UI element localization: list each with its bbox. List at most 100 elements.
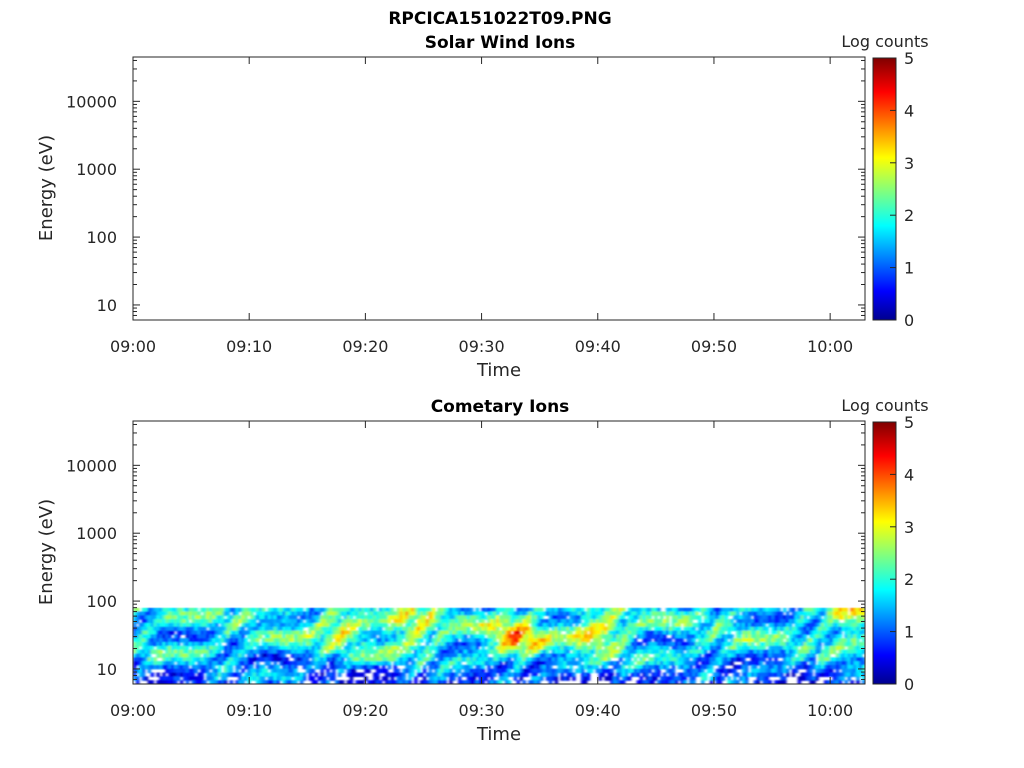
spectrogram-cell	[607, 672, 611, 677]
spectrogram-cell	[616, 630, 620, 635]
spectrogram-cell	[229, 657, 234, 662]
spectrogram-cell	[595, 619, 600, 624]
spectrogram-cell	[835, 607, 840, 613]
spectrogram-cell	[727, 642, 731, 647]
spectrogram-cell	[504, 622, 509, 628]
spectrogram-cell	[258, 664, 263, 670]
spectrogram-cell	[753, 653, 758, 658]
spectrogram-cell	[440, 607, 444, 613]
spectrogram-cell	[692, 626, 696, 632]
spectrogram-cell	[774, 615, 778, 620]
spectrogram-cell	[378, 634, 383, 639]
spectrogram-cell	[402, 642, 406, 647]
spectrogram-cell	[282, 634, 286, 639]
spectrogram-cell	[683, 645, 687, 651]
spectrogram-cell	[560, 642, 565, 647]
spectrogram-cell	[376, 645, 380, 651]
spectrogram-cell	[633, 657, 638, 662]
spectrogram-cell	[188, 672, 193, 677]
spectrogram-cell	[443, 619, 447, 624]
spectrogram-cell	[296, 619, 301, 624]
spectrogram-cell	[683, 657, 687, 662]
spectrogram-cell	[639, 657, 644, 662]
spectrogram-cell	[279, 626, 283, 632]
spectrogram-cell	[709, 653, 714, 658]
spectrogram-cell	[665, 622, 670, 628]
spectrogram-cell	[862, 664, 865, 670]
spectrogram-cell	[739, 619, 743, 624]
spectrogram-cell	[229, 615, 234, 620]
spectrogram-cell	[390, 634, 395, 639]
spectrogram-cell	[753, 664, 758, 670]
spectrogram-cell	[346, 680, 351, 684]
spectrogram-cell	[176, 653, 181, 658]
spectrogram-cell	[188, 653, 193, 658]
spectrogram-cell	[525, 653, 529, 658]
spectrogram-cell	[212, 634, 216, 639]
spectrogram-cell	[824, 615, 828, 620]
spectrogram-cell	[434, 630, 439, 635]
spectrogram-cell	[299, 672, 304, 677]
spectrogram-cell	[156, 634, 160, 639]
spectrogram-cell	[589, 630, 594, 635]
spectrogram-cell	[384, 680, 389, 684]
spectrogram-cell	[384, 630, 389, 635]
spectrogram-cell	[235, 664, 240, 670]
spectrogram-cell	[706, 619, 711, 624]
spectrogram-cell	[235, 642, 240, 647]
spectrogram-cell	[519, 657, 524, 662]
spectrogram-cell	[176, 630, 181, 635]
spectrogram-cell	[361, 622, 365, 628]
spectrogram-cell	[853, 634, 857, 639]
spectrogram-cell	[425, 619, 430, 624]
spectrogram-cell	[156, 680, 160, 684]
spectrogram-cell	[261, 668, 266, 674]
spectrogram-cell	[370, 630, 374, 635]
spectrogram-cell	[683, 622, 687, 628]
spectrogram-cell	[209, 626, 213, 632]
spectrogram-cell	[349, 615, 354, 620]
spectrogram-cell	[665, 668, 670, 674]
spectrogram-cell	[261, 607, 266, 613]
spectrogram-cell	[329, 661, 333, 666]
spectrogram-cell	[598, 642, 603, 647]
spectrogram-cell	[803, 607, 808, 613]
spectrogram-cell	[539, 645, 544, 651]
spectrogram-cell	[279, 668, 283, 674]
spectrogram-cell	[750, 668, 755, 674]
spectrogram-cell	[595, 668, 600, 674]
spectrogram-cell	[352, 642, 357, 647]
spectrogram-cell	[642, 664, 646, 670]
spectrogram-cell	[724, 622, 728, 628]
spectrogram-cell	[440, 645, 444, 651]
spectrogram-cell	[812, 638, 816, 643]
spectrogram-cell	[302, 676, 307, 681]
spectrogram-cell	[206, 615, 210, 620]
spectrogram-cell	[387, 653, 392, 658]
spectrogram-cell	[633, 615, 638, 620]
spectrogram-cell	[475, 615, 480, 620]
spectrogram-cell	[613, 634, 617, 639]
spectrogram-cell	[829, 619, 834, 624]
spectrogram-cell	[399, 611, 403, 616]
spectrogram-cell	[414, 653, 418, 658]
spectrogram-cell	[484, 661, 488, 666]
spectrogram-cell	[780, 645, 784, 651]
spectrogram-cell	[548, 653, 553, 658]
spectrogram-cell	[200, 661, 204, 666]
spectrogram-cell	[686, 619, 690, 624]
spectrogram-cell	[709, 607, 714, 613]
spectrogram-cell	[411, 645, 415, 651]
spectrogram-cell	[411, 615, 415, 620]
spectrogram-cell	[800, 638, 805, 643]
spectrogram-cell	[165, 668, 169, 674]
spectrogram-cell	[373, 626, 377, 632]
spectrogram-cell	[630, 672, 635, 677]
spectrogram-cell	[765, 607, 769, 613]
spectrogram-cell	[478, 642, 483, 647]
spectrogram-cell	[188, 676, 193, 681]
spectrogram-cell	[721, 653, 726, 658]
spectrogram-cell	[194, 622, 199, 628]
spectrogram-cell	[422, 626, 427, 632]
spectrogram-cell	[367, 653, 371, 658]
